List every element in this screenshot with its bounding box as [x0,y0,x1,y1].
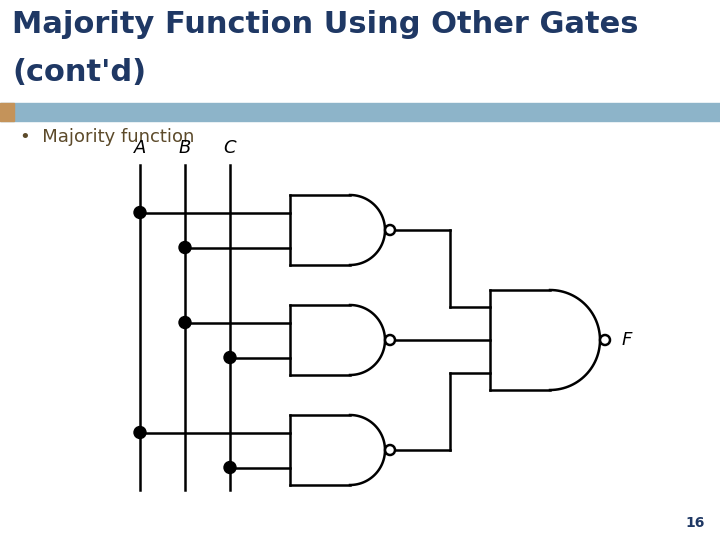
Circle shape [224,462,236,474]
Text: B: B [179,139,192,157]
Circle shape [224,352,236,363]
Circle shape [600,335,610,345]
Bar [0,103,14,121]
Circle shape [385,335,395,345]
Circle shape [134,206,146,219]
Circle shape [134,427,146,438]
Text: F: F [622,331,632,349]
Text: (cont'd): (cont'd) [12,58,146,87]
Text: 16: 16 [685,516,705,530]
Circle shape [179,241,191,253]
Circle shape [385,445,395,455]
Circle shape [179,316,191,328]
Text: C: C [224,139,236,157]
Bar [0,103,720,121]
Text: •  Majority function: • Majority function [20,128,194,146]
Text: Majority Function Using Other Gates: Majority Function Using Other Gates [12,10,639,39]
Circle shape [385,225,395,235]
Text: A: A [134,139,146,157]
